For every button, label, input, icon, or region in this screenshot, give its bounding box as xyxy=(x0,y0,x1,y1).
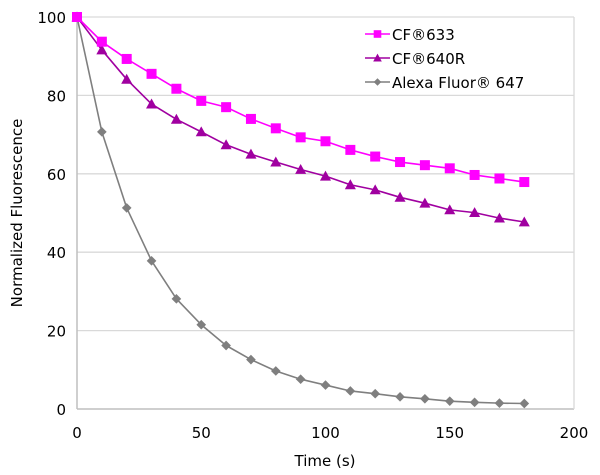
square-marker-icon xyxy=(419,160,430,171)
diamond-marker-icon xyxy=(444,396,455,406)
legend-label: Alexa Fluor® 647 xyxy=(392,74,524,92)
square-marker-icon xyxy=(320,136,331,147)
y-tick-label: 0 xyxy=(56,401,66,419)
diamond-marker-icon xyxy=(121,203,132,213)
triangle-marker-icon xyxy=(493,212,505,223)
triangle-marker-icon xyxy=(394,191,406,202)
square-marker-icon xyxy=(72,12,82,22)
series-cf-633 xyxy=(72,12,530,188)
diamond-marker-icon xyxy=(519,398,530,409)
series-alexa-fluor-647 xyxy=(72,12,530,409)
square-marker-icon xyxy=(146,68,157,79)
square-marker-icon xyxy=(270,123,281,134)
triangle-marker-icon xyxy=(444,204,456,215)
y-tick-label: 20 xyxy=(47,323,66,341)
square-marker-icon xyxy=(245,113,256,124)
legend-item: CF®640R xyxy=(365,50,465,68)
triangle-marker-icon xyxy=(121,73,133,84)
y-tick-label: 80 xyxy=(47,87,66,105)
triangle-marker-icon xyxy=(295,163,307,174)
x-tick-label: 150 xyxy=(435,424,464,442)
x-tick-label: 0 xyxy=(72,424,82,442)
triangle-marker-icon xyxy=(270,156,282,167)
axes xyxy=(76,17,575,410)
x-tick-label: 50 xyxy=(192,424,211,442)
square-marker-icon xyxy=(345,144,356,155)
square-marker-icon xyxy=(494,173,505,184)
data-series xyxy=(71,11,530,409)
y-axis-title: Normalized Fluorescence xyxy=(8,119,26,308)
y-axis-ticks: 0 20 40 60 80 100 xyxy=(37,9,66,419)
legend-label: CF®640R xyxy=(392,50,465,68)
x-axis-ticks: 0 50 100 150 200 xyxy=(72,424,588,442)
square-marker-icon xyxy=(395,157,406,168)
diamond-marker-icon xyxy=(295,374,306,385)
square-marker-icon xyxy=(221,102,232,113)
square-marker-icon xyxy=(373,30,382,38)
series-line xyxy=(76,16,525,183)
legend-label: CF®633 xyxy=(392,26,455,44)
triangle-marker-icon xyxy=(518,216,530,227)
square-marker-icon xyxy=(444,163,455,174)
triangle-marker-icon xyxy=(344,179,356,190)
diamond-marker-icon xyxy=(320,380,331,390)
triangle-marker-icon xyxy=(319,170,332,181)
square-marker-icon xyxy=(96,36,107,47)
series-line xyxy=(76,16,525,223)
square-marker-icon xyxy=(370,151,381,162)
diamond-marker-icon xyxy=(469,397,480,408)
diamond-marker-icon xyxy=(345,386,356,396)
x-tick-label: 200 xyxy=(560,424,589,442)
diamond-marker-icon xyxy=(221,340,231,351)
diamond-marker-icon xyxy=(395,392,405,402)
triangle-marker-icon xyxy=(220,139,232,150)
y-tick-label: 60 xyxy=(47,166,66,184)
square-marker-icon xyxy=(171,83,182,94)
triangle-marker-icon xyxy=(170,113,182,124)
triangle-marker-icon xyxy=(419,197,431,208)
diamond-marker-icon xyxy=(97,127,107,137)
square-marker-icon xyxy=(121,53,132,64)
series-cf-640r xyxy=(71,11,530,227)
triangle-marker-icon xyxy=(195,126,207,137)
triangle-marker-icon xyxy=(96,44,108,55)
diamond-marker-icon xyxy=(270,366,281,376)
x-axis-title: Time (s) xyxy=(294,452,356,470)
triangle-marker-icon xyxy=(373,53,382,62)
legend-item: Alexa Fluor® 647 xyxy=(365,74,524,92)
triangle-marker-icon xyxy=(245,148,257,159)
square-marker-icon xyxy=(469,169,480,180)
triangle-marker-icon xyxy=(469,207,481,218)
diamond-marker-icon xyxy=(171,294,182,304)
y-tick-label: 40 xyxy=(47,244,66,262)
diamond-marker-icon xyxy=(146,255,157,266)
legend-item: CF®633 xyxy=(365,26,455,44)
legend: CF®633 CF®640R Alexa Fluor® 647 xyxy=(365,26,524,92)
square-marker-icon xyxy=(519,177,530,188)
diamond-marker-icon xyxy=(494,398,505,408)
square-marker-icon xyxy=(295,132,306,143)
triangle-marker-icon xyxy=(146,98,158,109)
diamond-marker-icon xyxy=(370,388,381,399)
diamond-marker-icon xyxy=(373,78,382,86)
triangle-marker-icon xyxy=(369,184,381,195)
y-tick-label: 100 xyxy=(37,9,66,27)
x-tick-label: 100 xyxy=(311,424,340,442)
diamond-marker-icon xyxy=(196,319,207,330)
diamond-marker-icon xyxy=(246,354,256,365)
diamond-marker-icon xyxy=(420,393,430,404)
square-marker-icon xyxy=(196,95,207,106)
